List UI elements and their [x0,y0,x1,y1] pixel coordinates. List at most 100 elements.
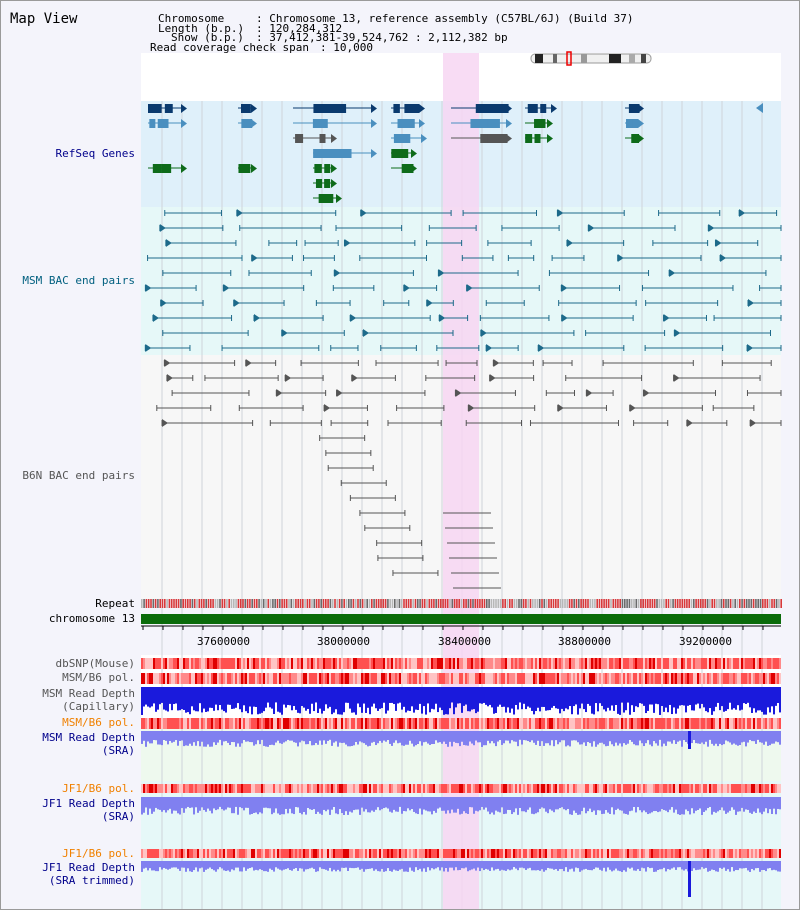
msm-sra-depth-bin [681,731,683,747]
msm-capillary-depth-bin [383,687,385,703]
polymorphism-bin [171,673,173,684]
polymorphism-bin [393,718,395,729]
msm-sra-depth-bin [309,731,311,742]
polymorphism-bin [579,849,581,858]
msm-capillary-depth-bin [353,687,355,713]
polymorphism-bin [653,718,655,729]
msm-capillary-depth-bin [533,687,535,715]
jf1-trim-depth-bin [443,861,445,872]
jf1-depth-bin [247,797,249,808]
msm-sra-depth-bin [151,731,153,744]
jf1-depth-bin [205,797,207,812]
jf1-trim-depth-bin [521,861,523,868]
polymorphism-bin [529,673,531,684]
polymorphism-bin [417,658,419,669]
msm-sra-depth-bin [433,731,435,744]
jf1-trim-depth-bin [205,861,207,870]
msm-sra-depth-bin [273,731,275,746]
repeat-mark [575,599,578,608]
polymorphism-bin [297,849,299,858]
msm-capillary-depth-bin [537,687,539,708]
polymorphism-bin [389,849,391,858]
repeat-mark [561,599,564,608]
gene-exon [331,104,338,113]
polymorphism-bin [639,673,641,684]
polymorphism-bin [567,658,569,669]
polymorphism-bin [537,673,539,684]
polymorphism-bin [247,784,249,793]
msm-sra-depth-bin [499,731,501,741]
jf1-depth-bin [373,797,375,812]
jf1-depth-bin [599,797,601,811]
jf1-depth-bin [529,797,531,808]
polymorphism-bin [155,718,157,729]
msm-capillary-depth-bin [655,687,657,704]
polymorphism-bin [267,849,269,858]
jf1-depth-bin [389,797,391,812]
msm-sra-depth-bin [555,731,557,741]
polymorphism-bin [347,784,349,793]
repeat-mark [417,599,419,608]
polymorphism-bin [309,784,311,793]
jf1-depth-bin [245,797,247,808]
gene-exon [409,104,420,113]
polymorphism-bin [215,849,217,858]
jf1-depth-bin [333,797,335,808]
jf1-trim-depth-bin [437,861,439,868]
polymorphism-bin [497,784,499,793]
polymorphism-bin [167,849,169,858]
msm-sra-depth-bin [351,731,353,747]
repeat-mark [729,599,732,608]
polymorphism-bin [581,673,583,684]
msm-capillary-depth-bin [499,687,501,705]
polymorphism-bin [295,673,297,684]
jf1-trim-depth-bin [355,861,357,868]
polymorphism-bin [251,849,253,858]
msm-capillary-depth-bin [429,687,431,713]
polymorphism-bin [599,658,601,669]
repeat-mark [778,599,780,608]
msm-sra-depth-bin [607,731,609,746]
jf1-trim-depth-bin [557,861,559,871]
polymorphism-bin [223,849,225,858]
polymorphism-bin [619,849,621,858]
polymorphism-bin [477,658,479,669]
msm-sra-depth-bin [489,731,491,744]
polymorphism-bin [423,718,425,729]
polymorphism-bin [729,673,731,684]
jf1-depth-bin [477,797,479,812]
polymorphism-bin [461,673,463,684]
polymorphism-bin [363,658,365,669]
polymorphism-bin [643,658,645,669]
polymorphism-bin [359,673,361,684]
jf1-trim-depth-bin [183,861,185,868]
polymorphism-bin [325,784,327,793]
polymorphism-bin [191,673,193,684]
gene-strand-arrow [547,134,553,143]
polymorphism-bin [573,849,575,858]
msm-sra-depth-bin [171,731,173,743]
repeat-mark [550,599,552,608]
msm-capillary-depth-bin [777,687,779,704]
repeat-mark [228,599,230,608]
msm-capillary-depth-bin [297,687,299,713]
polymorphism-bin [477,718,479,729]
ideogram-band [553,54,557,63]
polymorphism-bin [597,658,599,669]
polymorphism-bin [567,784,569,793]
msm-sra-depth-bin [695,731,697,744]
polymorphism-bin [741,849,743,858]
polymorphism-bin [499,718,501,729]
msm-sra-depth-bin [749,731,751,740]
msm-capillary-depth-bin [639,687,641,704]
jf1-trim-depth-bin [325,861,327,870]
msm-sra-depth-bin [441,731,443,744]
jf1-depth-bin [777,797,779,809]
msm-sra-depth-bin [619,731,621,744]
polymorphism-bin [257,673,259,684]
jf1-trim-depth-bin [341,861,343,868]
polymorphism-bin [283,849,285,858]
jf1-trim-depth-bin [401,861,403,869]
polymorphism-bin [691,658,693,669]
